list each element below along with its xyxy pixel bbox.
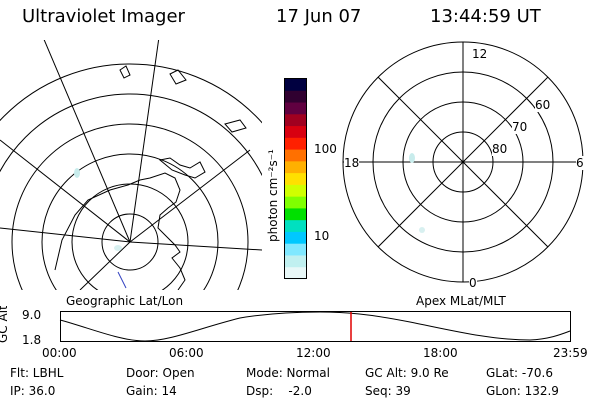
altitude-ylabel: GC Alt bbox=[0, 306, 10, 343]
colorbar-unit-label: photon cm⁻²s⁻¹ bbox=[266, 149, 280, 242]
info-flt: Flt: LBHL bbox=[10, 366, 64, 380]
lon-line bbox=[79, 241, 131, 290]
lat-circle bbox=[101, 213, 159, 271]
xtick-2359: 23:59 bbox=[553, 346, 588, 360]
altitude-curve bbox=[59, 311, 571, 342]
xtick-1200: 12:00 bbox=[296, 346, 331, 360]
info-door: Door: Open bbox=[126, 366, 195, 380]
mlt-label-12: 12 bbox=[472, 47, 488, 61]
coastline bbox=[158, 157, 206, 179]
mlt-line bbox=[377, 76, 549, 248]
info-seq: Seq: 39 bbox=[365, 384, 411, 398]
mlat-label-70: 70 bbox=[512, 120, 528, 134]
info-ip: IP: 36.0 bbox=[10, 384, 56, 398]
lat-circle bbox=[11, 123, 249, 290]
colorbar-segment bbox=[285, 220, 306, 233]
coastline bbox=[54, 172, 186, 290]
colorbar-segment bbox=[285, 267, 306, 280]
colorbar-segment bbox=[285, 184, 306, 198]
colorbar-segment bbox=[285, 231, 306, 245]
aurora-spot bbox=[74, 168, 80, 178]
lat-circle bbox=[41, 153, 219, 290]
geographic-map bbox=[0, 40, 262, 290]
aurora-spot bbox=[114, 245, 122, 251]
info-mode: Mode: Normal bbox=[246, 366, 330, 380]
lon-line bbox=[0, 139, 131, 243]
colorbar-segment bbox=[285, 126, 306, 139]
left-panel-label: Geographic Lat/Lon bbox=[66, 294, 184, 308]
colorbar-segment bbox=[285, 196, 306, 209]
mlat-label-60: 60 bbox=[535, 98, 551, 112]
colorbar-segment bbox=[285, 149, 306, 162]
colorbar-segment bbox=[285, 90, 306, 104]
colorbar-segment bbox=[285, 79, 306, 92]
lat-circle bbox=[0, 93, 262, 177]
colorbar-segment bbox=[285, 161, 306, 174]
coastline bbox=[224, 119, 247, 133]
info-gcalt: GC Alt: 9.0 Re bbox=[365, 366, 449, 380]
colorbar-tick-100: 100 bbox=[314, 142, 337, 156]
color-scale-bar bbox=[284, 78, 307, 280]
mlat-label-80: 80 bbox=[492, 142, 508, 156]
info-glat: GLat: -70.6 bbox=[486, 366, 553, 380]
lon-line bbox=[129, 149, 251, 243]
altitude-ytick-low: 1.8 bbox=[22, 333, 41, 347]
lon-line bbox=[129, 241, 262, 251]
info-gain: Gain: 14 bbox=[126, 384, 177, 398]
lat-circle bbox=[0, 63, 262, 124]
colorbar-segment bbox=[285, 208, 306, 221]
date-label: 17 Jun 07 bbox=[276, 6, 362, 27]
colorbar-segment bbox=[285, 255, 306, 268]
aurora-spot bbox=[409, 153, 415, 163]
mlt-label-6: 6 bbox=[576, 156, 584, 170]
altitude-plot: GC Alt 9.0 1.8 bbox=[0, 306, 571, 347]
xtick-1800: 18:00 bbox=[423, 346, 458, 360]
colorbar-segment bbox=[285, 114, 306, 127]
magnetic-polar-plot bbox=[342, 41, 584, 283]
coastline bbox=[169, 69, 187, 85]
colorbar-segment bbox=[285, 102, 306, 115]
mlt-label-18: 18 bbox=[344, 156, 360, 170]
instrument-title: Ultraviolet Imager bbox=[22, 6, 185, 27]
info-glon: GLon: 132.9 bbox=[486, 384, 559, 398]
altitude-plot-frame bbox=[60, 311, 571, 342]
colorbar-segment bbox=[285, 137, 306, 151]
info-dsp: Dsp: -2.0 bbox=[246, 384, 312, 398]
xtick-0600: 06:00 bbox=[169, 346, 204, 360]
xtick-0000: 00:00 bbox=[42, 346, 77, 360]
colorbar-tick-10: 10 bbox=[314, 229, 330, 243]
svg-text:photon cm⁻²s⁻¹: photon cm⁻²s⁻¹ bbox=[266, 149, 280, 242]
time-label: 13:44:59 UT bbox=[430, 6, 541, 27]
colorbar-segment bbox=[285, 243, 306, 256]
lon-line bbox=[43, 40, 131, 243]
coastline bbox=[117, 271, 127, 289]
aurora-spot bbox=[419, 227, 425, 233]
lon-line bbox=[129, 40, 160, 243]
mlt-label-0: 0 bbox=[469, 276, 477, 290]
right-panel-label: Apex MLat/MLT bbox=[416, 294, 506, 308]
altitude-ytick-high: 9.0 bbox=[22, 308, 41, 322]
colorbar-segment bbox=[285, 173, 306, 186]
coastline bbox=[119, 65, 131, 79]
